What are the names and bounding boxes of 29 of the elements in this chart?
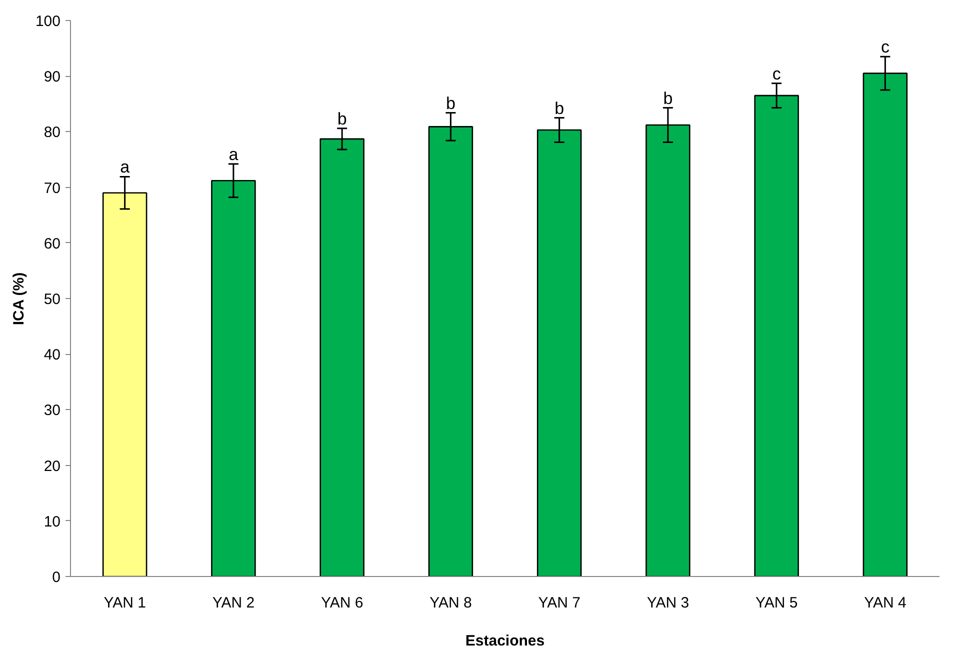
y-tick-label: 100	[35, 13, 61, 30]
y-tick-label: 90	[44, 68, 61, 86]
y-tick-label: 20	[44, 458, 61, 475]
x-tick-label: YAN 8	[430, 594, 472, 612]
x-tick-label: YAN 5	[755, 594, 798, 612]
x-tick-label: YAN 7	[538, 594, 580, 612]
annotation: b	[554, 98, 564, 118]
annotation: b	[663, 88, 673, 108]
y-tick-label: 60	[44, 235, 61, 252]
x-tick-label: YAN 4	[864, 594, 906, 612]
x-tick-label: YAN 3	[646, 594, 690, 612]
y-axis-title: ICA (%)	[10, 272, 28, 326]
y-tick-label: 40	[44, 346, 61, 364]
annotation: c	[880, 38, 890, 57]
y-tick-label: 50	[44, 291, 61, 308]
x-tick-label: YAN 2	[212, 594, 255, 612]
x-axis-title: Estaciones	[465, 632, 545, 650]
x-tick-label: YAN 1	[104, 594, 146, 612]
y-tick-label: 10	[44, 513, 61, 530]
annotation: c	[772, 64, 782, 84]
y-tick-label: 30	[44, 402, 61, 420]
annotation: b	[337, 109, 347, 128]
y-tick-label: 0	[52, 569, 60, 586]
x-tick-label: YAN 6	[320, 594, 364, 612]
y-tick-label: 80	[44, 124, 61, 142]
y-tick-label: 70	[44, 180, 61, 197]
annotation: a	[120, 158, 130, 177]
annotation: b	[446, 94, 456, 113]
annotation: a	[228, 144, 239, 164]
